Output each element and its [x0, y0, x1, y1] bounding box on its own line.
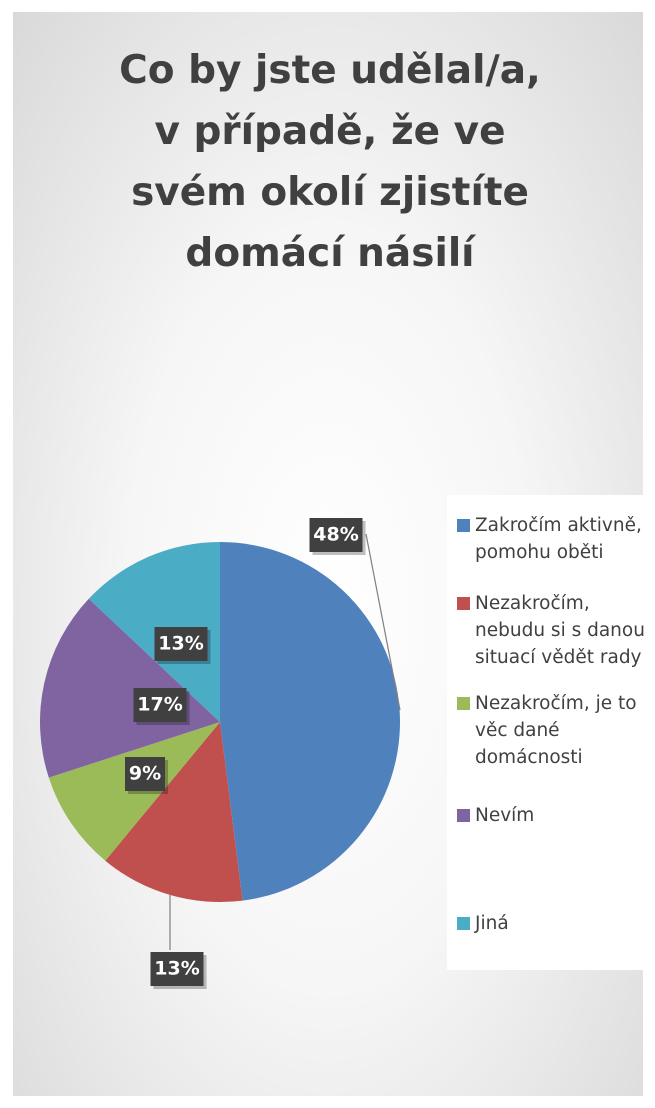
chart-title: Co by jste udělal/a, v případě, že ve sv… [119, 48, 541, 276]
legend-swatch [457, 917, 470, 930]
data-label: 48% [313, 524, 358, 546]
legend-swatch [457, 597, 470, 610]
data-label: 13% [154, 958, 199, 980]
label-box [133, 688, 187, 722]
pie-slice [220, 542, 400, 901]
label-box [154, 627, 208, 661]
label-box [150, 952, 204, 986]
pie-slice [39, 598, 221, 778]
data-label: 9% [129, 763, 161, 785]
leader-line [365, 533, 401, 711]
legend: Zakročím aktivně, pomohu oběti Nezakročím… [447, 495, 652, 970]
legend-swatch [457, 809, 470, 822]
label-box [125, 757, 165, 791]
legend-label: Jiná [475, 913, 509, 934]
data-label: 17% [137, 694, 182, 716]
legend-swatch [457, 697, 470, 710]
legend-label: Zakročím aktivně, pomohu oběti [475, 515, 642, 563]
legend-label: Nevím [475, 805, 535, 826]
legend-label: Nezakročím, nebudu si s danou situací vě… [475, 593, 645, 668]
pie-slice [105, 722, 243, 902]
legend-swatch [457, 519, 470, 532]
label-box [309, 518, 363, 552]
pie-slice [88, 542, 220, 722]
data-label: 13% [158, 633, 203, 655]
pie-slice [48, 722, 220, 861]
legend-label: Nezakročím, je to věc dané domácnosti [475, 693, 637, 768]
